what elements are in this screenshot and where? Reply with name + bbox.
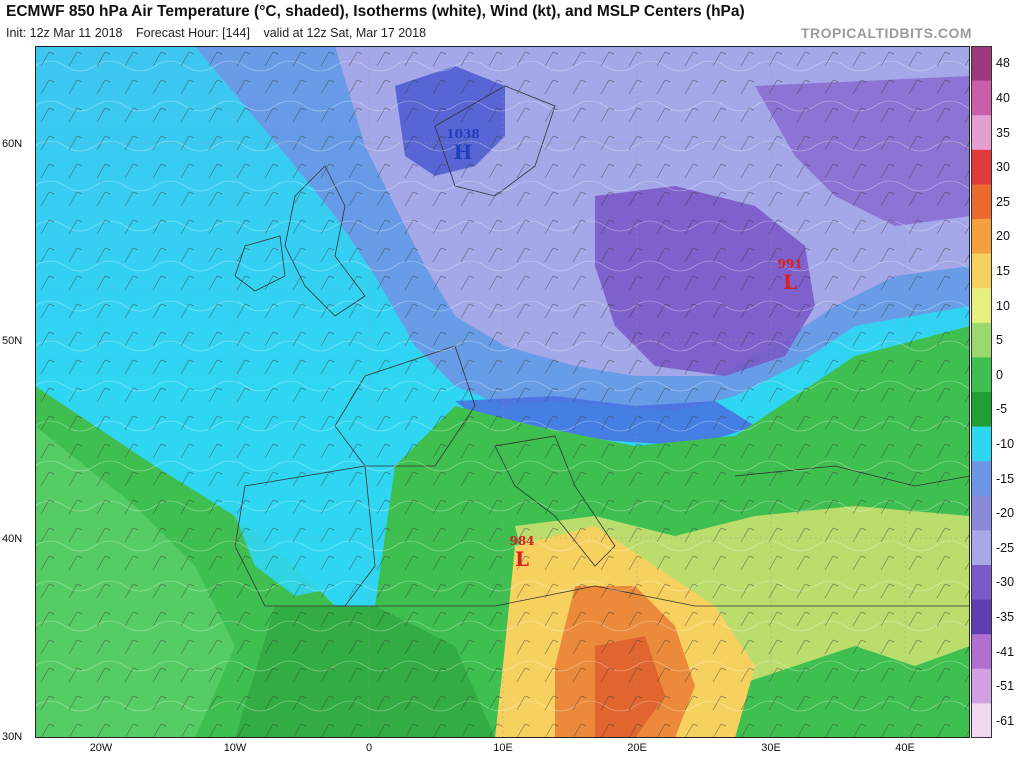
map-title: ECMWF 850 hPa Air Temperature (°C, shade… <box>6 3 745 20</box>
colorbar-swatch <box>971 149 992 185</box>
colorbar-swatch <box>971 184 992 220</box>
colorbar-tick-label: -25 <box>996 540 1015 555</box>
colorbar-tick-label: 0 <box>996 367 1003 382</box>
colorbar-border <box>971 46 992 738</box>
lon-label-30e: 30E <box>761 742 781 754</box>
low-pressure-center-south: 984 L <box>509 535 534 569</box>
low-pressure-east-symbol: L <box>782 270 798 294</box>
colorbar-tick-label: 48 <box>996 56 1010 71</box>
colorbar-canvas <box>971 46 992 739</box>
temperature-colorbar <box>971 46 992 739</box>
colorbar-tick-label: 25 <box>996 194 1010 209</box>
colorbar-tick-label: -35 <box>996 609 1015 624</box>
colorbar-tick-label: 15 <box>996 263 1010 278</box>
colorbar-swatch <box>971 634 992 670</box>
colorbar-tick-label: 30 <box>996 160 1010 175</box>
colorbar-swatch <box>971 115 992 151</box>
colorbar-swatch <box>971 565 992 601</box>
colorbar-swatch <box>971 80 992 116</box>
colorbar-swatch <box>971 392 992 428</box>
lon-label-0: 0 <box>365 742 373 754</box>
colorbar-swatch <box>971 253 992 289</box>
colorbar-tick-label: 5 <box>996 333 1003 348</box>
init-time: Init: 12z Mar 11 2018 <box>6 26 123 40</box>
lon-label-20w: 20W <box>89 742 113 754</box>
high-pressure-center: 1038 H <box>446 128 479 162</box>
lon-label-40e: 40E <box>895 742 915 754</box>
colorbar-swatch <box>971 46 992 82</box>
colorbar-tick-label: -20 <box>996 506 1015 521</box>
map-border <box>35 46 970 738</box>
graticule <box>35 46 970 738</box>
lat-label-30n: 30N <box>2 731 23 743</box>
colorbar-swatch <box>971 426 992 462</box>
lon-label-20e: 20E <box>627 742 647 754</box>
colorbar-tick-label: -61 <box>996 713 1015 728</box>
colorbar-tick-label: -5 <box>996 402 1008 417</box>
colorbar-swatch <box>971 288 992 324</box>
colorbar-tick-label: 35 <box>996 125 1010 140</box>
colorbar-tick-label: -15 <box>996 471 1015 486</box>
high-pressure-symbol: H <box>453 140 473 164</box>
low-pressure-south-symbol: L <box>514 547 530 571</box>
low-pressure-east-value: 991 <box>777 257 803 271</box>
colorbar-tick-label: -51 <box>996 679 1015 694</box>
colorbar-tick-label: 20 <box>996 229 1010 244</box>
forecast-hour: Forecast Hour: [144] <box>136 26 250 40</box>
watermark: TROPICALTIDBITS.COM <box>800 25 972 41</box>
lat-label-60n: 60N <box>2 138 23 150</box>
colorbar-swatch <box>971 357 992 393</box>
temperature-map <box>35 46 970 738</box>
lon-label-10e: 10E <box>493 742 513 754</box>
low-pressure-south-value: 984 <box>509 534 535 548</box>
colorbar-swatch <box>971 668 992 704</box>
low-pressure-center-east: 991 L <box>777 258 802 292</box>
colorbar-tick-label: -41 <box>996 644 1015 659</box>
map-canvas <box>35 46 970 738</box>
lon-label-10w: 10W <box>223 742 247 754</box>
colorbar-swatch <box>971 219 992 255</box>
colorbar-swatch <box>971 461 992 497</box>
lat-label-40n: 40N <box>2 533 23 545</box>
colorbar-tick-label: -30 <box>996 575 1015 590</box>
valid-time: valid at 12z Sat, Mar 17 2018 <box>263 26 427 40</box>
colorbar-swatch <box>971 703 992 739</box>
colorbar-swatch <box>971 495 992 531</box>
lat-label-50n: 50N <box>2 335 23 347</box>
colorbar-swatch <box>971 322 992 358</box>
colorbar-swatch <box>971 599 992 635</box>
colorbar-tick-label: -10 <box>996 436 1015 451</box>
high-pressure-value: 1038 <box>446 127 480 141</box>
colorbar-swatch <box>971 530 992 566</box>
colorbar-tick-label: 40 <box>996 90 1010 105</box>
map-subtitle: Init: 12z Mar 11 2018 Forecast Hour: [14… <box>6 26 436 40</box>
wind-barbs <box>35 46 970 738</box>
colorbar-tick-label: 10 <box>996 298 1010 313</box>
